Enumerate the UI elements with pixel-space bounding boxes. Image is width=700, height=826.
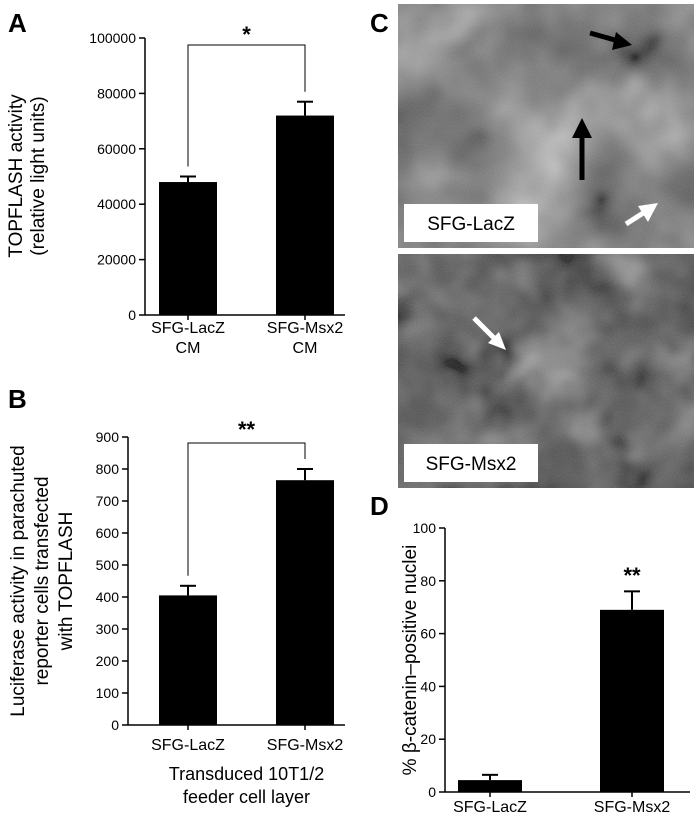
significance-marker: * [242, 22, 251, 47]
y-tick-label: 700 [96, 493, 120, 509]
bar [159, 182, 217, 315]
category-label: SFG-LacZ [151, 320, 225, 337]
bar [600, 609, 664, 792]
micrograph-bottom-label: SFG-Msx2 [426, 454, 517, 475]
micrograph-bottom: SFG-Msx2 [398, 254, 694, 488]
bar [458, 780, 522, 792]
micrograph-bottom-label-box [404, 444, 538, 482]
y-tick-label: 100000 [89, 30, 136, 46]
y-tick-label: 800 [96, 461, 120, 477]
y-tick-label: 400 [96, 589, 120, 605]
panel-letter-c: C [370, 8, 389, 38]
category-label: SFG-Msx2 [267, 737, 344, 754]
y-tick-label: 40000 [97, 196, 136, 212]
bar [276, 115, 334, 315]
chart-b: 0 100 200 300 400 500 600 700 800 900 SFG-LacZ SFG-… [8, 417, 345, 807]
y-axis-label: TOPFLASH activity [6, 94, 27, 258]
x-axis-label: feeder cell layer [183, 787, 310, 807]
significance-bracket [187, 44, 306, 167]
y-tick-label: 100 [413, 520, 437, 536]
y-tick-label: 500 [96, 557, 120, 573]
panel-letter-d: D [370, 491, 389, 521]
y-tick-label: 40 [420, 678, 436, 694]
y-tick-label: 60 [420, 626, 436, 642]
y-tick-label: 100 [96, 685, 120, 701]
y-tick-label: 0 [128, 307, 136, 323]
y-tick-label: 900 [96, 429, 120, 445]
y-tick-label: 0 [428, 784, 436, 800]
y-tick-label: 20000 [97, 252, 136, 268]
arrow-icon [624, 203, 658, 227]
chart-d: 0 20 40 60 80 100 SFG-LacZ SFG-Msx2 ** % β-cateni… [400, 520, 690, 816]
significance-marker: ** [623, 563, 641, 588]
bar [276, 480, 334, 725]
panel-letter-b: B [8, 384, 27, 414]
significance-marker: ** [238, 417, 256, 442]
y-axis-label: reporter cells transfected [32, 476, 53, 685]
category-label: CM [293, 340, 318, 357]
y-tick-label: 300 [96, 621, 120, 637]
category-label: SFG-Msx2 [267, 320, 344, 337]
y-axis-label: Luciferase activity in parachuted [8, 445, 29, 716]
arrow-icon [472, 316, 506, 350]
arrow-icon [572, 118, 592, 180]
y-axis-label: (relative light units) [28, 96, 49, 255]
y-tick-label: 0 [111, 717, 119, 733]
chart-a: 0 20000 40000 60000 80000 100000 SFG-LacZ CM SFG… [6, 22, 345, 357]
category-label: SFG-LacZ [151, 737, 225, 754]
x-axis-label: Transduced 10T1/2 [169, 764, 324, 784]
significance-bracket [187, 442, 306, 576]
y-tick-label: 600 [96, 525, 120, 541]
bar [159, 595, 217, 725]
y-tick-label: 200 [96, 653, 120, 669]
category-label: SFG-Msx2 [594, 799, 671, 816]
category-label: SFG-LacZ [453, 799, 527, 816]
arrow-icon [589, 30, 632, 50]
y-tick-label: 80 [420, 573, 436, 589]
panel-letter-a: A [8, 8, 27, 38]
category-label: CM [176, 340, 201, 357]
micrograph-top-label: SFG-LacZ [427, 214, 515, 235]
y-axis-label: % β-catenin–positive nuclei [400, 545, 421, 776]
micrograph-top-label-box [404, 204, 538, 242]
y-tick-label: 20 [420, 731, 436, 747]
y-tick-label: 60000 [97, 141, 136, 157]
micrograph-top: SFG-LacZ [398, 4, 694, 248]
y-tick-label: 80000 [97, 85, 136, 101]
y-axis-label: with TOPFLASH [56, 512, 77, 652]
